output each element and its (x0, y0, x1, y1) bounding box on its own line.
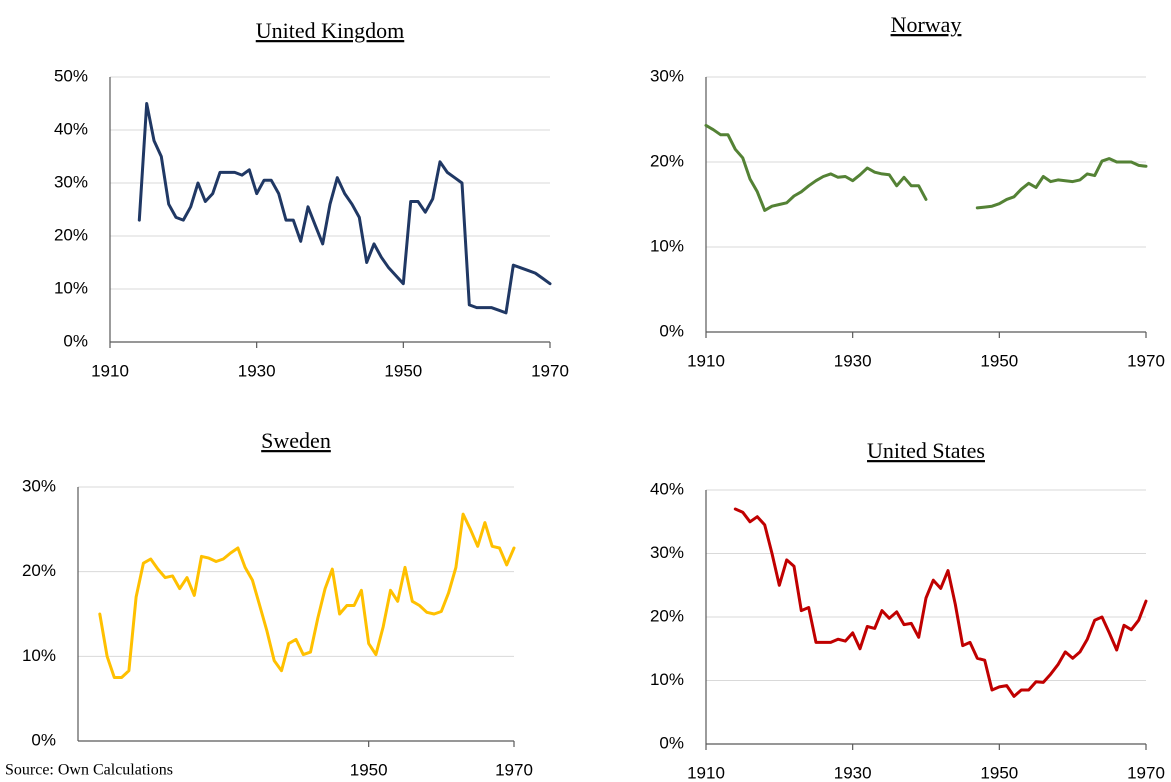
data-line (137, 102, 552, 315)
x-tick-label: 1930 (238, 361, 276, 380)
x-tick-label: 1950 (350, 760, 388, 779)
y-tick-label: 30% (22, 476, 56, 495)
x-tick-label: 1930 (834, 763, 872, 782)
x-tick-label: 1950 (384, 361, 422, 380)
chart-title: United States (867, 438, 985, 463)
y-tick-label: 10% (650, 236, 684, 255)
x-tick-label: 1910 (687, 351, 725, 370)
x-tick-label: 1950 (980, 763, 1018, 782)
x-tick-label: 1930 (834, 351, 872, 370)
data-line (704, 123, 1148, 212)
source-note: Source: Own Calculations (5, 762, 173, 779)
chart-title: Norway (891, 12, 962, 37)
y-tick-label: 10% (22, 646, 56, 665)
y-tick-label: 30% (650, 543, 684, 562)
x-tick-label: 1970 (1127, 763, 1165, 782)
x-tick-label: 1950 (980, 351, 1018, 370)
y-tick-label: 20% (22, 561, 56, 580)
data-line (98, 512, 516, 679)
y-tick-label: 20% (650, 151, 684, 170)
y-tick-label: 0% (659, 733, 684, 752)
x-tick-label: 1910 (91, 361, 129, 380)
x-tick-label: 1910 (687, 763, 725, 782)
y-tick-label: 10% (54, 278, 88, 297)
x-tick-label: 1970 (1127, 351, 1165, 370)
y-tick-label: 20% (54, 225, 88, 244)
panel: United Kingdom 0% 10% 20% 30% 40% 50% 1910 1930 1… (54, 18, 569, 380)
chart-title: Sweden (261, 428, 331, 453)
y-tick-label: 0% (659, 321, 684, 340)
chart-title: United Kingdom (256, 18, 405, 43)
y-tick-label: 20% (650, 606, 684, 625)
panel: Norway 0% 10% 20% 30% 1910 1930 1950 1970 (650, 12, 1165, 370)
x-tick-label: 1970 (531, 361, 569, 380)
y-tick-label: 30% (650, 66, 684, 85)
y-tick-label: 40% (650, 479, 684, 498)
y-tick-label: 30% (54, 172, 88, 191)
y-tick-label: 0% (63, 331, 88, 350)
y-tick-label: 50% (54, 66, 88, 85)
y-tick-label: 40% (54, 119, 88, 138)
panel: Sweden 0% 10% 20% 30% 1950 1970 (22, 428, 533, 779)
y-tick-label: 10% (650, 670, 684, 689)
data-line (733, 507, 1148, 698)
y-tick-label: 0% (31, 730, 56, 749)
x-tick-label: 1970 (495, 760, 533, 779)
panel: United States 0% 10% 20% 30% 40% 1910 1930 1950 1… (650, 438, 1165, 782)
